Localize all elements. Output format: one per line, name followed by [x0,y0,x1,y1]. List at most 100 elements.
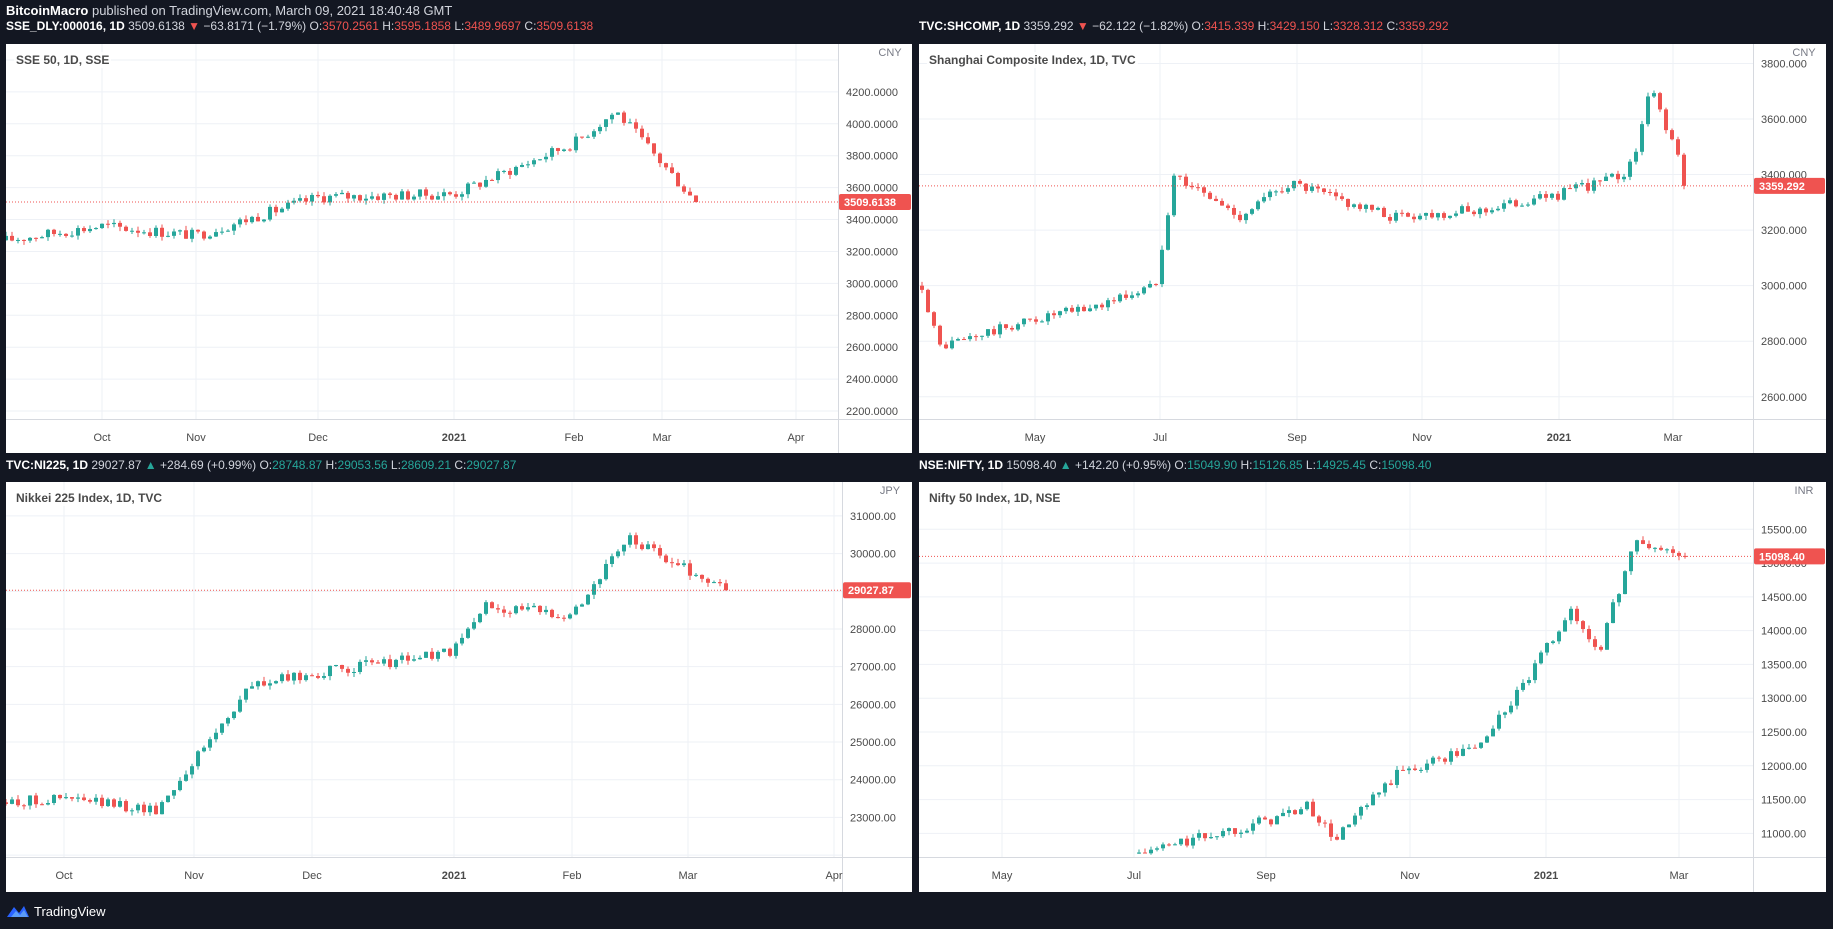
candle-body [1496,208,1500,211]
candle-body [124,801,128,812]
candle-body [1329,823,1333,837]
y-tick-label: 27000.00 [850,662,896,674]
candle-body [538,159,542,161]
chart-svg[interactable]: 11000.00 11500.00 12000.00 12500.00 13000.00… [919,482,1826,892]
candle-body [454,643,458,656]
candle-body [238,219,242,225]
candle-body [592,131,596,137]
candle-body [1557,631,1561,642]
candle-body [1352,204,1356,207]
last-price-label: 29027.87 [848,585,894,597]
chart-panel-sse50[interactable]: 2200.0000 2400.0000 2600.0000 2800.0000 3000… [6,44,912,453]
candle-body [1388,216,1392,221]
candle-body [1395,769,1399,785]
candle-body [1634,151,1638,162]
candle-body [352,195,356,199]
candle-body [1364,204,1368,209]
candle-body [82,228,86,232]
author-name[interactable]: BitcoinMacro [6,3,89,18]
candle-body [1220,200,1224,206]
candle-body [430,195,434,200]
chart-panel-nifty[interactable]: 11000.00 11500.00 12000.00 12500.00 13000.00… [919,482,1826,892]
candle-body [1509,705,1513,713]
candle-body [250,216,254,223]
candle-body [1640,124,1644,152]
close-value: 3359.292 [1398,19,1449,33]
candle-body [184,230,188,239]
candle-body [1682,154,1686,186]
symbol[interactable]: TVC:SHCOMP, 1D [919,19,1021,33]
candle-body [1179,838,1183,845]
y-tick-label: 2800.0000 [846,310,898,322]
candle-body [1244,213,1248,221]
candle-body [1664,109,1668,131]
x-tick-label: 2021 [1534,870,1558,882]
chart-svg[interactable]: 2600.0002800.0003000.0003200.0003400.000… [919,44,1826,453]
y-tick-label: 24000.00 [850,775,896,787]
candle-body [1280,191,1284,193]
candle-body [694,574,698,576]
candle-body [1076,306,1080,312]
high-value: 15126.85 [1252,458,1303,472]
candle-body [1172,175,1176,216]
candle-body [466,628,470,638]
y-tick-label: 3600.000 [1761,114,1807,126]
candle-body [10,235,14,241]
candle-body [448,192,452,195]
candle-body [304,198,308,202]
candle-body [460,194,464,197]
candle-body [1281,812,1285,817]
open-value: 3570.2561 [322,19,379,33]
candle-body [16,239,20,241]
chart-svg[interactable]: 23000.00 24000.00 25000.00 26000.00 27000.00… [6,482,912,892]
symbol[interactable]: TVC:NI225, 1D [6,458,89,472]
open-value: 28748.87 [272,458,323,472]
candle-body [992,329,996,335]
candle-body [646,137,650,144]
symbol[interactable]: NSE:NIFTY, 1D [919,458,1004,472]
candle-body [1443,758,1447,762]
candle-body [1389,783,1393,785]
candle-body [1335,836,1339,840]
candle-body [310,194,314,202]
candle-body [604,563,608,580]
candle-body [1520,205,1524,207]
candle-body [968,336,972,340]
candle-body [298,672,302,681]
y-tick-label: 2800.000 [1761,336,1807,348]
footer-brand[interactable]: TradingView [6,901,106,921]
candle-body [1190,185,1194,188]
candle-body [334,664,338,666]
symbol[interactable]: SSE_DLY:000016, 1D [6,19,125,33]
candle-body [388,659,392,668]
candle-body [1448,215,1452,218]
chart-panel-shcomp[interactable]: 2600.000 2800.000 3000.000 3200.000 3400.000… [919,44,1826,453]
candle-body [926,289,930,313]
tradingview-logo-icon [7,906,29,917]
chart-panel-nikkei[interactable]: 23000.00 24000.00 25000.00 26000.00 27000.00… [6,482,912,892]
candle-body [1340,196,1344,199]
candle-body [1064,307,1068,312]
candle-body [82,797,86,801]
candle-body [328,195,332,203]
candle-body [508,612,512,614]
publication-header: BitcoinMacro published on TradingView.co… [6,3,452,21]
candle-body [160,802,164,815]
candle-body [610,114,614,120]
candle-body [956,339,960,341]
candle-body [1173,844,1177,846]
candle-body [490,602,494,609]
last-price-label: 3509.6138 [844,197,896,209]
candle-body [670,167,674,173]
candle-body [424,189,428,196]
candle-body [1526,204,1530,206]
candle-body [34,237,38,239]
candle-body [1616,173,1620,180]
candle-body [286,674,290,681]
candle-body [974,336,978,338]
candle-body [1425,763,1429,770]
candle-body [1485,736,1489,743]
candle-body [178,230,182,232]
chart-svg[interactable]: 2200.0000 2400.0000 2600.0000 2800.0000 3000… [6,44,912,453]
candle-body [1652,93,1656,97]
